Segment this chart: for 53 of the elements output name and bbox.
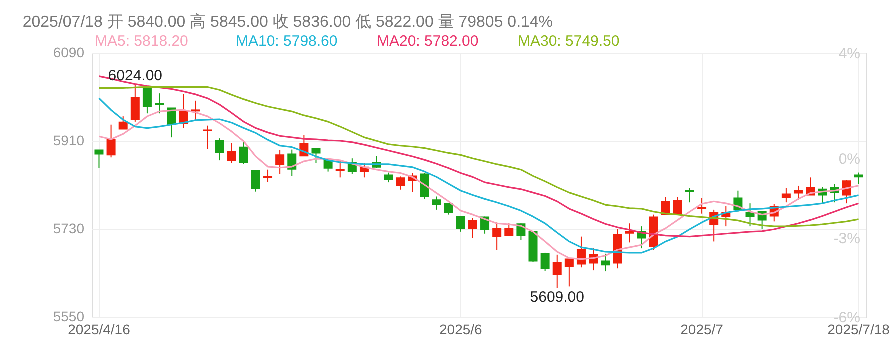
candlestick	[504, 223, 514, 236]
candlestick	[94, 150, 104, 169]
candlestick	[106, 124, 116, 158]
y-tick-label: 5550	[53, 308, 85, 324]
candlestick	[239, 140, 248, 165]
candlestick	[794, 185, 803, 201]
candlestick	[251, 170, 260, 192]
candlestick	[456, 216, 466, 232]
candlestick	[336, 161, 345, 178]
candlestick	[384, 172, 394, 184]
candlestick	[842, 180, 852, 204]
chart-title: 2025/07/18 开 5840.00 高 5845.00 收 5836.00 低 5822.00 量 79805 0.14%	[22, 13, 554, 31]
candlestick	[444, 203, 454, 216]
x-tick-label: 2025/4/16	[68, 322, 131, 338]
candlestick	[191, 100, 200, 120]
text: MA10: 5798.60	[236, 33, 338, 50]
candlestick	[203, 125, 212, 150]
candlestick	[782, 188, 791, 204]
annotation: 5609.00	[530, 289, 584, 306]
candlestick	[312, 148, 321, 164]
candlestick	[540, 252, 550, 272]
text: MA5: 5818.20	[95, 33, 188, 50]
candlestick	[155, 93, 164, 114]
text: MA30: 5749.50	[518, 33, 620, 50]
y-tick-label: 5910	[53, 132, 85, 148]
text: MA20: 5782.00	[377, 33, 479, 50]
candlestick	[118, 116, 128, 130]
x-tick-label: 2025/6	[440, 322, 483, 338]
candlestick	[215, 138, 224, 162]
candlestick	[552, 254, 562, 289]
candlestick	[432, 196, 442, 210]
candlestick	[854, 172, 864, 185]
candlestick	[492, 222, 502, 251]
candlestick	[625, 223, 634, 244]
y-tick-label: 5730	[53, 220, 85, 236]
candlestick	[468, 218, 478, 239]
candlestick	[746, 203, 755, 228]
candlestick	[673, 196, 682, 216]
x-tick-label: 2025/7	[680, 322, 724, 338]
x-tick-label: 2025/7/18	[828, 322, 890, 338]
candlestick	[288, 149, 297, 177]
candlestick	[564, 258, 574, 288]
candlestick	[601, 253, 610, 272]
candlestick	[685, 188, 694, 204]
candlestick	[698, 198, 707, 214]
candlestick	[276, 150, 285, 175]
candlestick	[142, 86, 152, 114]
candlestick	[130, 84, 140, 122]
candlestick	[264, 169, 273, 183]
candlestick	[396, 176, 406, 190]
annotation: 6024.00	[108, 67, 163, 84]
y-tick-label: 6090	[53, 44, 85, 60]
candlestick	[227, 142, 236, 164]
